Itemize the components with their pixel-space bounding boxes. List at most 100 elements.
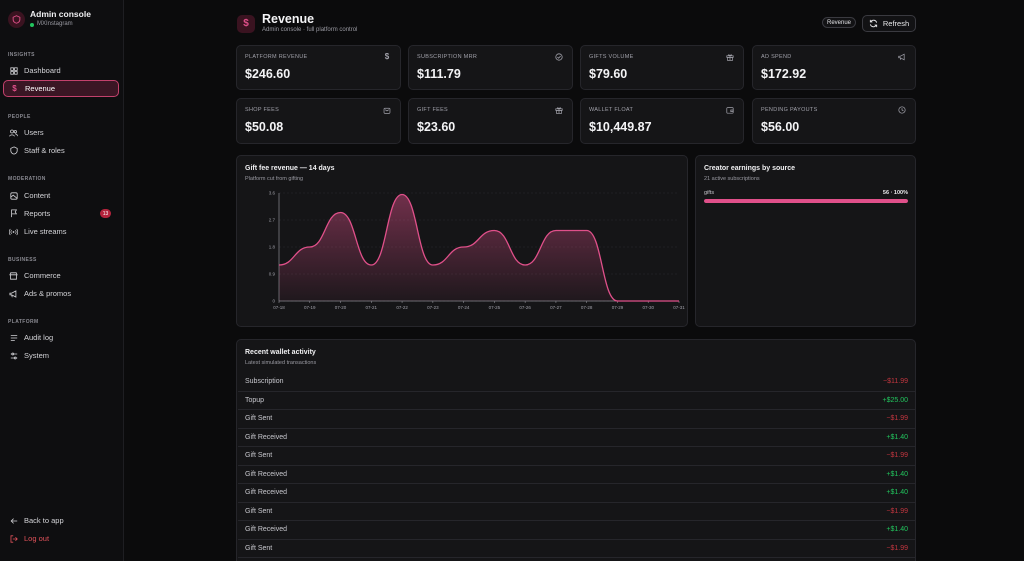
users-icon: [9, 128, 18, 137]
chart-subtitle: Platform cut from gifting: [245, 176, 304, 182]
x-tick-label: 07-27: [550, 305, 562, 310]
sidebar-item-commerce[interactable]: Commerce: [3, 267, 119, 284]
sidebar-item-reports[interactable]: Reports 13: [3, 205, 119, 222]
wallet-icon: [726, 107, 734, 114]
transaction-type: Gift Sent: [245, 415, 273, 423]
sources-title: Creator earnings by source: [704, 165, 796, 172]
transaction-row: Topup +$25.00: [238, 392, 915, 410]
transaction-row: Gift Sent −$1.99: [238, 503, 915, 521]
back-to-app-link[interactable]: Back to app: [3, 512, 119, 529]
sidebar-item-label: Dashboard: [24, 66, 61, 75]
transaction-amount: +$25.00: [882, 396, 909, 404]
data-point: [401, 194, 403, 196]
gift-fee-chart-card: Gift fee revenue — 14 days Platform cut …: [236, 155, 688, 327]
sidebar-item-ads-promos[interactable]: Ads & promos: [3, 285, 119, 302]
sidebar-item-live-streams[interactable]: Live streams: [3, 223, 119, 240]
logout-label: Log out: [24, 534, 50, 543]
transaction-amount: −$1.99: [886, 452, 908, 460]
shield-logo-icon: [8, 10, 25, 28]
y-tick-label: 0.9: [269, 272, 276, 277]
data-point: [309, 246, 311, 248]
stat-value: $10,449.87: [589, 120, 652, 134]
x-tick-label: 07-26: [519, 305, 531, 310]
log-icon: [9, 333, 18, 342]
stat-value: $56.00: [761, 120, 800, 134]
sidebar-item-label: Audit log: [24, 333, 54, 342]
sidebar-item-audit-log[interactable]: Audit log: [3, 329, 119, 346]
dollar-icon: $: [384, 52, 390, 61]
reports-count-badge: 13: [100, 209, 111, 218]
sidebar-item-label: Commerce: [24, 271, 61, 280]
wallet-subtitle: Latest simulated transactions: [245, 360, 317, 366]
logout-button[interactable]: Log out: [3, 530, 119, 547]
stat-card-ad-spend: AD SPEND $172.92: [752, 45, 916, 90]
x-tick-label: 07-22: [396, 305, 408, 310]
sidebar-item-system[interactable]: System: [3, 347, 119, 364]
transaction-amount: +$1.40: [886, 526, 908, 534]
data-point: [371, 264, 373, 266]
transaction-type: Gift Received: [245, 526, 288, 534]
stat-value: $79.60: [589, 67, 628, 81]
store-icon: [9, 271, 18, 280]
stat-label: GIFT FEES: [417, 107, 449, 113]
transaction-row: Gift Sent −$1.99: [238, 447, 915, 466]
transaction-amount: +$1.40: [886, 470, 908, 478]
section-label-platform: PLATFORM: [8, 319, 39, 325]
x-tick-label: 07-20: [335, 305, 347, 310]
y-tick-label: 2.7: [269, 218, 276, 223]
sidebar-item-dashboard[interactable]: Dashboard: [3, 62, 119, 79]
sidebar-item-label: Ads & promos: [24, 289, 72, 298]
sidebar-item-users[interactable]: Users: [3, 124, 119, 141]
gift-icon: [555, 107, 563, 114]
stat-label: PLATFORM REVENUE: [245, 54, 308, 60]
wallet-title: Recent wallet activity: [245, 349, 316, 356]
shield-icon: [9, 146, 18, 155]
sidebar-item-revenue[interactable]: $ Revenue: [3, 80, 119, 97]
y-tick-label: 0: [272, 299, 275, 304]
source-row-gifts: gifts 56 · 100%: [704, 190, 908, 196]
sources-subtitle: 21 active subscriptions: [704, 176, 760, 182]
refresh-button[interactable]: Refresh: [862, 15, 916, 32]
stat-card-pending-payouts: PENDING PAYOUTS $56.00: [752, 98, 916, 144]
source-progress-bar: [704, 199, 908, 203]
wallet-activity-card: Recent wallet activity Latest simulated …: [236, 339, 916, 561]
transaction-row: Gift Received +$1.40: [238, 521, 915, 540]
sidebar-item-staff-roles[interactable]: Staff & roles: [3, 142, 119, 159]
arrow-left-icon: [9, 516, 18, 525]
sidebar-item-content[interactable]: Content: [3, 187, 119, 204]
sliders-icon: [9, 351, 18, 360]
stat-label: PENDING PAYOUTS: [761, 107, 818, 113]
transaction-row: Subscription −$11.99: [238, 373, 915, 392]
transaction-amount: −$1.99: [886, 544, 908, 552]
clock-icon: [898, 106, 906, 114]
broadcast-icon: [9, 227, 18, 236]
x-tick-label: 07-25: [489, 305, 501, 310]
transaction-type: Gift Sent: [245, 544, 273, 552]
refresh-icon: [869, 19, 877, 28]
transaction-amount: +$1.40: [886, 433, 908, 441]
x-tick-label: 07-19: [304, 305, 316, 310]
transaction-row: Gift Received +$1.40: [238, 484, 915, 503]
stat-card-platform-revenue: PLATFORM REVENUE $ $246.60: [236, 45, 401, 90]
x-tick-label: 07-23: [427, 305, 439, 310]
stat-value: $246.60: [245, 67, 291, 81]
x-tick-label: 07-21: [366, 305, 378, 310]
megaphone-icon: [898, 53, 905, 61]
sidebar-item-label: Content: [24, 191, 51, 200]
data-point: [524, 264, 526, 266]
data-point: [678, 300, 680, 302]
x-tick-label: 07-29: [612, 305, 624, 310]
back-to-app-label: Back to app: [24, 516, 64, 525]
refresh-label: Refresh: [882, 19, 910, 28]
stat-value: $111.79: [417, 67, 461, 81]
stat-label: AD SPEND: [761, 54, 792, 60]
workspace-name: MXInstagram: [37, 21, 73, 27]
section-label-people: PEOPLE: [8, 114, 31, 120]
data-point: [555, 230, 557, 232]
transaction-row: Gift Received +$1.40: [238, 466, 915, 484]
page-subtitle: Admin console · full platform control: [262, 27, 358, 33]
x-tick-label: 07-18: [273, 305, 285, 310]
source-value: 56 · 100%: [882, 190, 908, 196]
dollar-icon: $: [237, 14, 255, 33]
series-area: [279, 194, 679, 301]
